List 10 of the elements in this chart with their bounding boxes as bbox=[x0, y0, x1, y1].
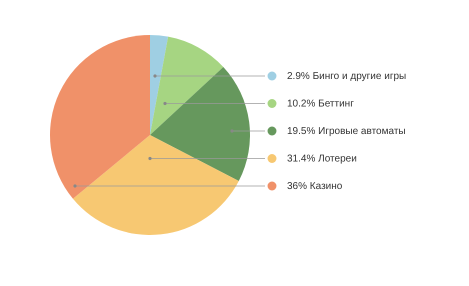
pie-slice bbox=[150, 36, 224, 135]
pie-slice bbox=[72, 135, 239, 235]
legend-label: 36% Казино bbox=[287, 181, 343, 192]
pie-slice bbox=[50, 35, 150, 199]
legend-label: 19.5% Игровые автоматы bbox=[287, 126, 406, 137]
legend-label: 31.4% Лотереи bbox=[287, 154, 357, 164]
pie-slice bbox=[150, 67, 250, 181]
pie-slice bbox=[150, 35, 168, 135]
legend-label: 10.2% Беттинг bbox=[287, 98, 354, 110]
legend-label: 2.9% Бинго и другие игры bbox=[287, 71, 406, 82]
